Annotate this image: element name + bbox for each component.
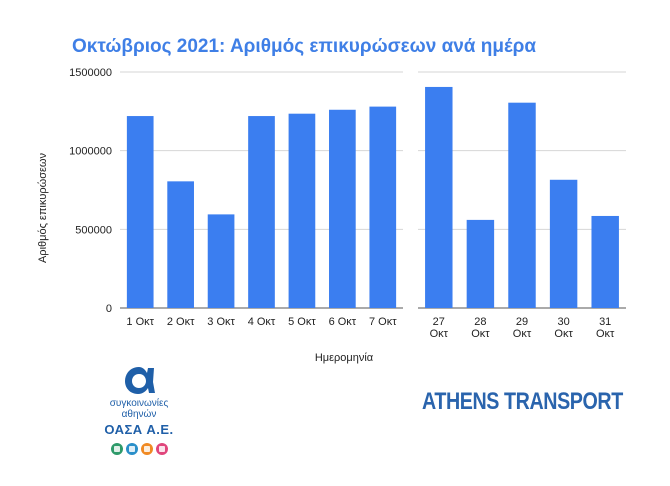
bar (369, 106, 397, 308)
y-axis-title: Αριθμός επικυρώσεων (37, 152, 49, 263)
bar (207, 214, 235, 308)
bar (126, 116, 154, 308)
x-axis-ticks: 1 Οκτ 2 Οκτ 3 Οκτ 4 Οκτ 5 Οκτ 6 Οκτ 7 Οκτ 27 Οκτ… (126, 316, 615, 340)
x-tick-label: 5 Οκτ (288, 316, 316, 328)
logo-line-1: συγκοινωνίες (109, 398, 169, 409)
x-tick-label: 2 Οκτ (167, 316, 195, 328)
x-tick-label: 3 Οκτ (207, 316, 235, 328)
y-tick-label: 1500000 (69, 67, 112, 79)
brand-wordmark: ATHENS TRANSPORT (422, 388, 623, 415)
logo-name: ΟΑΣΑ Α.Ε. (104, 422, 174, 437)
x-tick-label: 4 Οκτ (248, 316, 276, 328)
bar (466, 219, 495, 308)
y-tick-label: 1000000 (69, 146, 112, 158)
x-tick-label: 7 Οκτ (369, 316, 397, 328)
bars (126, 86, 619, 309)
bar (508, 102, 536, 309)
tram-icon (155, 443, 168, 455)
trolley-icon (140, 443, 153, 455)
bar (329, 109, 356, 308)
bar (549, 179, 578, 308)
bar (591, 215, 619, 308)
x-axis-title: Ημερομηνία (315, 352, 374, 364)
transport-mode-icons (94, 443, 184, 455)
x-tick-label: 30 Οκτ (554, 316, 573, 340)
logo-line-2: αθηνών (121, 409, 157, 420)
x-tick-label: 6 Οκτ (329, 316, 357, 328)
x-tick-label: 28 Οκτ (471, 316, 490, 340)
bar (248, 116, 275, 308)
bar (425, 86, 453, 309)
x-tick-label: 27 Οκτ (430, 316, 449, 340)
bar (167, 181, 194, 308)
y-tick-label: 500000 (75, 224, 112, 236)
oasa-logo-mark-icon (121, 362, 157, 398)
x-tick-label: 31 Οκτ (596, 316, 615, 340)
metro-icon (110, 443, 123, 455)
x-tick-label: 1 Οκτ (126, 316, 154, 328)
bus-icon (125, 443, 138, 455)
chart-title: Οκτώβριος 2021: Αριθμός επικυρώσεων ανά … (72, 36, 536, 57)
oasa-logo: συγκοινωνίες αθηνών ΟΑΣΑ Α.Ε. (94, 362, 184, 455)
y-tick-label: 0 (106, 303, 112, 315)
bar (288, 113, 316, 309)
y-axis-ticks: 0 500000 1000000 1500000 (69, 67, 112, 315)
x-tick-label: 29 Οκτ (513, 316, 532, 340)
